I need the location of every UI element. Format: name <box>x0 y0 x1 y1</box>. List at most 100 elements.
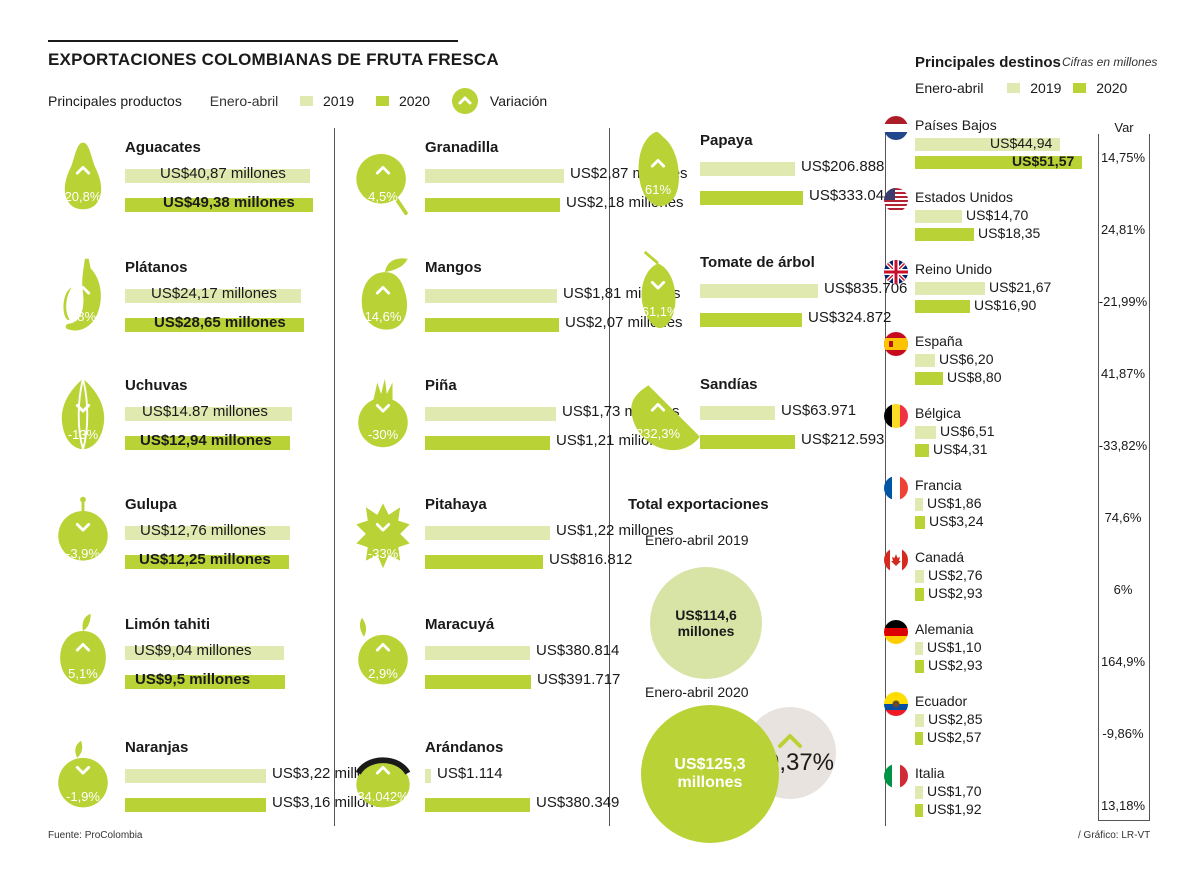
destination-bar-2019 <box>915 642 923 655</box>
destination-variation: 164,9% <box>1100 654 1146 669</box>
destination-bar-2019 <box>915 282 985 295</box>
var-column-box <box>1098 134 1150 821</box>
bar-2020 <box>700 435 795 449</box>
legend-variation: Variación <box>489 93 548 109</box>
destination-name: Francia <box>915 477 962 493</box>
legend-period: Enero-abril <box>209 93 279 109</box>
destination-bar-2019 <box>915 570 924 583</box>
bar-2020 <box>425 436 550 450</box>
product-name: Aguacates <box>125 139 201 156</box>
destination-bar-label-2019: US$1,10 <box>927 639 982 655</box>
dest-legend-period: Enero-abril <box>915 80 984 97</box>
bar-label-2020: US$9,5 millones <box>135 671 251 688</box>
destination-name: Ecuador <box>915 693 968 709</box>
destination-variation: 74,6% <box>1104 510 1142 525</box>
bar-label-2020: US$12,25 millones <box>139 551 271 568</box>
variation-label: 61% <box>644 182 672 197</box>
granadilla-icon <box>355 135 411 215</box>
dest-legend-swatch-2020 <box>1073 83 1087 94</box>
destination-variation: 13,18% <box>1100 798 1146 813</box>
destination-bar-2020 <box>915 732 923 745</box>
destination-bar-2020 <box>915 444 929 457</box>
ecuador-flag-icon <box>884 692 908 716</box>
product-name: Papaya <box>700 132 753 149</box>
destination-bar-label-2019: US$2,85 <box>928 711 983 727</box>
blueberry-icon <box>355 735 411 815</box>
destinations-note: Cifras en millones <box>1062 55 1158 69</box>
destination-bar-label-2019: US$44,94 <box>990 135 1053 151</box>
product-name: Granadilla <box>425 139 499 156</box>
destination-bar-label-2020: US$16,90 <box>974 297 1037 313</box>
variation-label: 5,1% <box>68 666 98 681</box>
destination-name: Bélgica <box>915 405 961 421</box>
bar-label-2020: US$12,94 millones <box>140 432 272 449</box>
belgium-flag-icon <box>884 404 908 428</box>
destination-variation: 14,75% <box>1100 150 1146 165</box>
bar-2019 <box>125 169 310 183</box>
destination-bar-label-2019: US$2,76 <box>928 567 983 583</box>
products-legend: Principales productos Enero-abril 2019 2… <box>48 88 548 114</box>
bar-2019 <box>425 526 550 540</box>
destination-bar-2020 <box>915 300 970 313</box>
bar-2020 <box>425 675 531 689</box>
bar-2020 <box>125 198 313 212</box>
banana-icon <box>55 255 111 335</box>
product-name: Arándanos <box>425 739 504 756</box>
variation-label: 2,9% <box>368 666 398 681</box>
avocado-icon <box>55 135 111 215</box>
totals-title: Total exportaciones <box>628 496 769 513</box>
legend-2019: 2019 <box>323 93 355 109</box>
bar-label-2019: US$1,22 millones <box>556 522 674 539</box>
bar-2020 <box>700 191 803 205</box>
column-divider <box>334 128 335 826</box>
total-2019-circle: US$114,6 millones <box>650 567 762 679</box>
bar-label-2020: US$391.717 <box>537 671 621 688</box>
variation-label: 34.042% <box>357 789 409 804</box>
variation-label: -3,9% <box>66 546 100 561</box>
bar-2019 <box>700 284 818 298</box>
dest-legend-2019: 2019 <box>1030 80 1062 97</box>
bar-label-2020: US$49,38 millones <box>163 194 295 211</box>
germany-flag-icon <box>884 620 908 644</box>
column-divider <box>885 128 886 826</box>
papaya-icon <box>630 128 686 208</box>
destination-bar-2020 <box>915 372 943 385</box>
bar-2020 <box>125 675 285 689</box>
destination-variation: -9,86% <box>1102 726 1144 741</box>
netherlands-flag-icon <box>884 116 908 140</box>
destination-name: Italia <box>915 765 945 781</box>
destination-bar-label-2020: US$1,92 <box>927 801 982 817</box>
product-name: Gulupa <box>125 496 177 513</box>
bar-2020 <box>425 198 560 212</box>
total-2020-circle: US$125,3 millones <box>641 705 779 843</box>
destination-name: Canadá <box>915 549 965 565</box>
mango-icon <box>355 255 411 335</box>
legend-2020: 2020 <box>398 93 431 109</box>
destination-bar-2019 <box>915 714 924 727</box>
legend-products-label: Principales productos <box>48 93 182 109</box>
destination-name: Países Bajos <box>915 117 997 133</box>
destinations-title: Principales destinos <box>915 54 1061 71</box>
product-name: Plátanos <box>125 259 188 276</box>
bar-2019 <box>125 526 290 540</box>
column-divider <box>609 128 610 826</box>
destination-bar-label-2020: US$51,57 <box>1012 153 1075 169</box>
bar-label-2019: US$63.971 <box>781 402 857 419</box>
totals-label-2020: Enero-abril 2020 <box>645 684 749 700</box>
product-name: Tomate de árbol <box>700 254 815 271</box>
total-2020-value: US$125,3 millones <box>674 756 746 791</box>
source-note: Fuente: ProColombia <box>48 830 143 841</box>
bar-label-2020: US$28,65 millones <box>154 314 286 331</box>
destination-bar-label-2019: US$6,20 <box>939 351 994 367</box>
destination-bar-label-2020: US$8,80 <box>947 369 1002 385</box>
legend-swatch-2020 <box>376 96 390 106</box>
variation-label: -61,1% <box>637 304 679 319</box>
destination-variation: -21,99% <box>1098 294 1148 309</box>
bar-2020 <box>125 798 266 812</box>
usa-flag-icon <box>884 188 908 212</box>
bar-2019 <box>125 289 301 303</box>
canada-flag-icon <box>884 548 908 572</box>
bar-label-2020: US$380.349 <box>536 794 620 811</box>
bar-2020 <box>125 318 304 332</box>
bar-2019 <box>125 646 284 660</box>
